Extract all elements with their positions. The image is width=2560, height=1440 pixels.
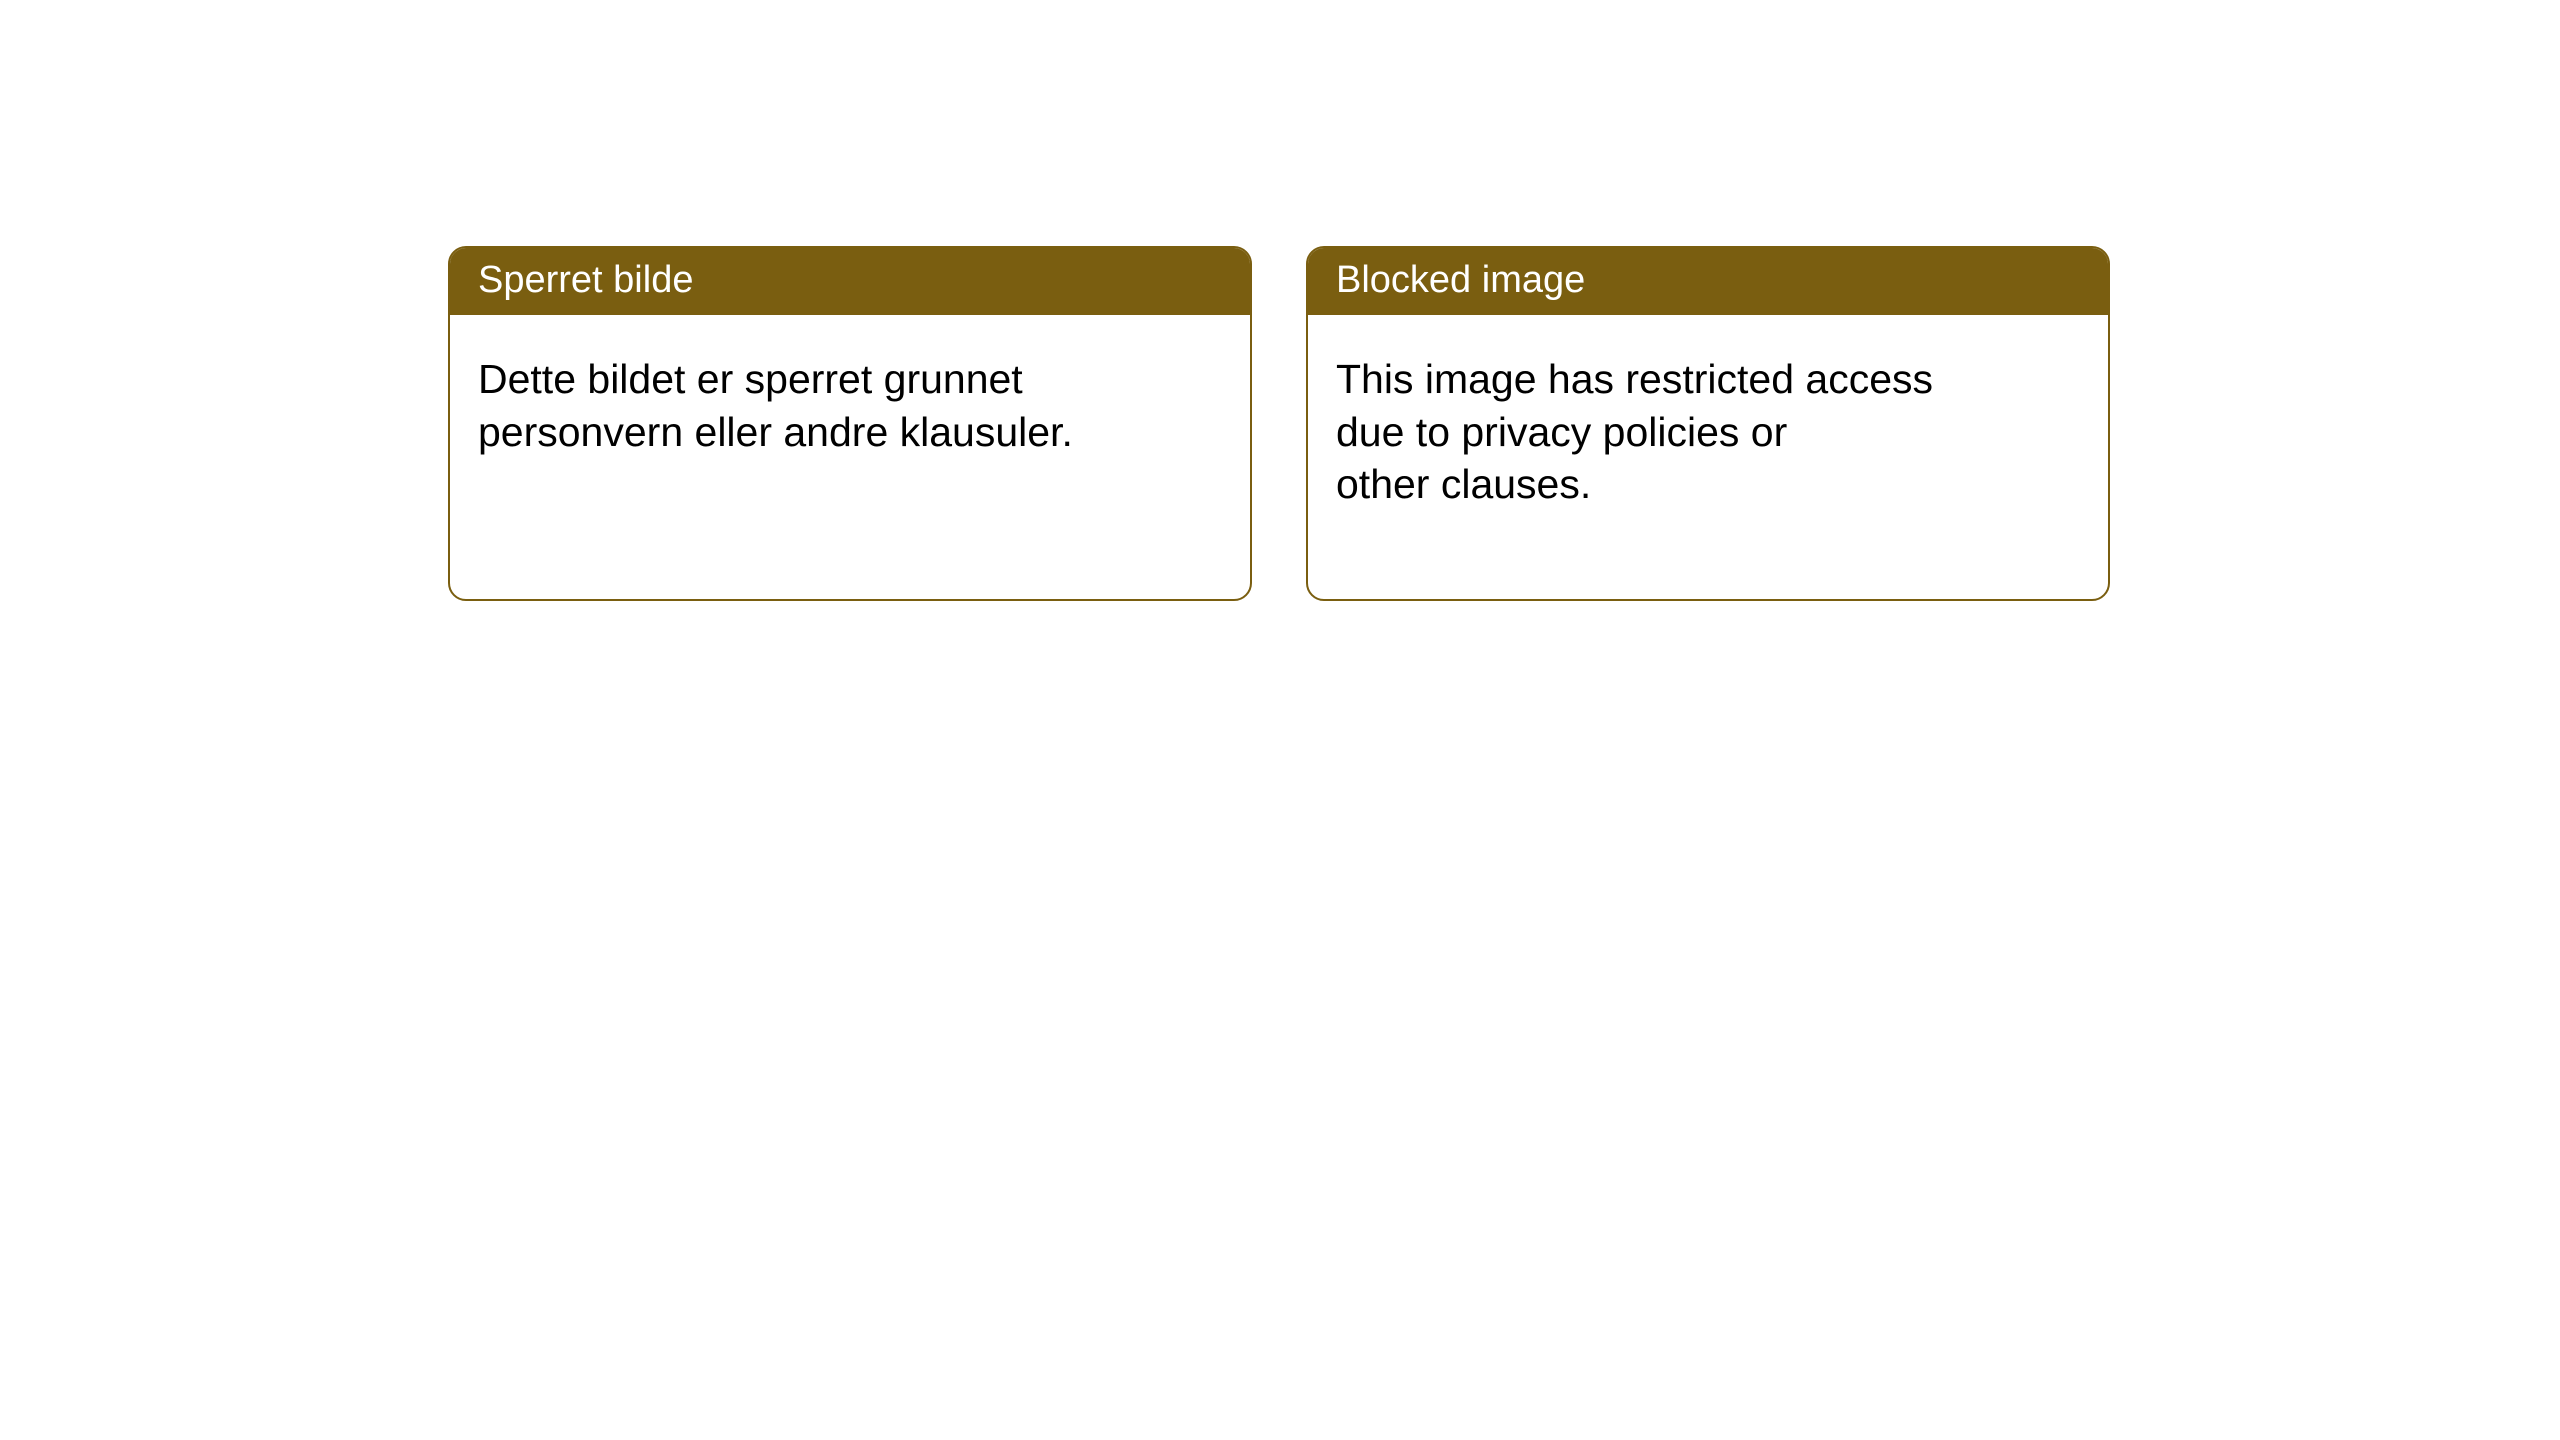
notice-body: Dette bildet er sperret grunnet personve… xyxy=(450,315,1250,546)
notice-body: This image has restricted access due to … xyxy=(1308,315,2108,598)
notices-container: Sperret bilde Dette bildet er sperret gr… xyxy=(0,0,2560,601)
notice-title: Sperret bilde xyxy=(450,248,1250,315)
notice-title: Blocked image xyxy=(1308,248,2108,315)
notice-card-norwegian: Sperret bilde Dette bildet er sperret gr… xyxy=(448,246,1252,601)
notice-card-english: Blocked image This image has restricted … xyxy=(1306,246,2110,601)
